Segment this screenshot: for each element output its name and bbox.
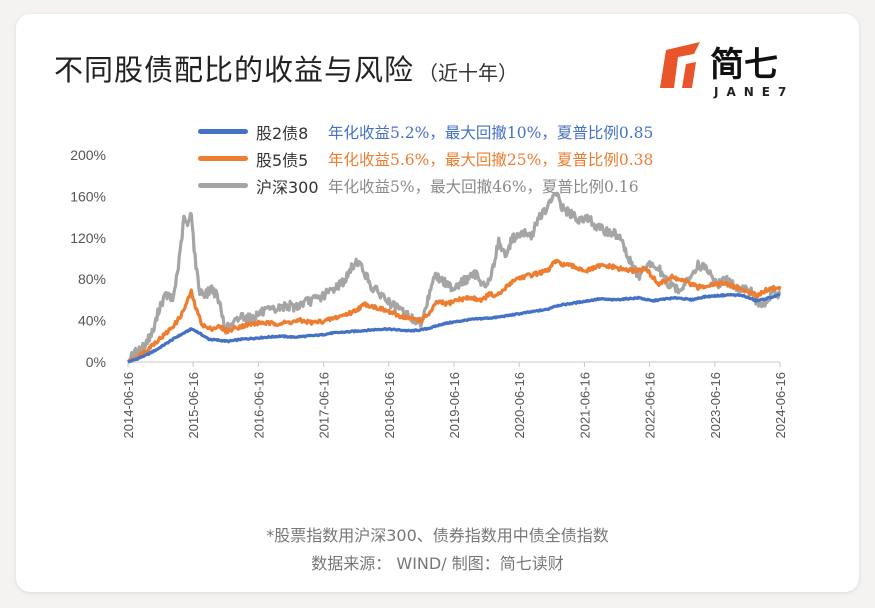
x-tick-label: 2020-06-16	[512, 372, 527, 439]
legend-label-3: 沪深300	[256, 177, 319, 197]
series-line-1	[127, 292, 781, 364]
logo-text: 简七	[710, 45, 778, 85]
x-tick-label: 2017-06-16	[317, 372, 332, 439]
x-axis: 2014-06-16 2015-06-16 2016-06-16 2017-06-16…	[121, 362, 788, 439]
chart-title: 不同股债配比的收益与风险 （近十年）	[54, 47, 518, 89]
legend-stats-1: 年化收益5.2%，最大回撤10%，夏普比例0.85	[328, 123, 654, 142]
series-line-2	[127, 258, 782, 364]
x-tick-label: 2019-06-16	[447, 372, 462, 439]
title-text: 不同股债配比的收益与风险	[54, 53, 415, 87]
x-tick-label: 2024-06-16	[773, 372, 788, 439]
footnote-data-source: 数据来源： WIND/ 制图：简七读财	[311, 554, 564, 573]
x-tick-label: 2015-06-16	[186, 372, 201, 439]
x-tick-label: 2021-06-16	[577, 372, 592, 439]
chart-legend: 股2债8 年化收益5.2%，最大回撤10%，夏普比例0.85 股5债5 年化收益…	[198, 118, 653, 199]
legend-swatch-1	[198, 129, 248, 134]
title-subtitle: （近十年）	[418, 61, 519, 85]
legend-swatch-2	[198, 156, 248, 161]
legend-stats-3: 年化收益5%，最大回撤46%，夏普比例0.16	[328, 177, 639, 196]
y-tick-label: 200%	[70, 147, 106, 163]
y-tick-label: 120%	[70, 230, 106, 246]
x-tick-label: 2018-06-16	[382, 372, 397, 439]
y-tick-label: 0%	[86, 354, 106, 370]
x-tick-label: 2014-06-16	[121, 372, 136, 439]
y-tick-label: 160%	[70, 188, 106, 204]
legend-entry-3: 沪深300 年化收益5%，最大回撤46%，夏普比例0.16	[198, 172, 653, 199]
legend-label-1: 股2债8	[256, 123, 309, 143]
brand-logo: 简七 JANE7	[660, 42, 794, 99]
legend-label-2: 股5债5	[256, 150, 309, 170]
legend-entry-2: 股5债5 年化收益5.6%，最大回撤25%，夏普比例0.38	[198, 145, 653, 172]
x-tick-label: 2022-06-16	[643, 372, 658, 439]
logo-subtext: JANE7	[713, 85, 794, 99]
logo-mark-bar-icon	[682, 62, 696, 88]
y-axis: 0% 40% 80% 120% 160% 200%	[70, 147, 780, 370]
legend-swatch-3	[198, 183, 248, 188]
series-line-3	[126, 191, 782, 363]
line-chart: 0% 40% 80% 120% 160% 200% 2014-06-16 2015-06-1…	[70, 147, 788, 439]
legend-stats-2: 年化收益5.6%，最大回撤25%，夏普比例0.38	[328, 150, 654, 169]
logo-mark-icon	[660, 42, 700, 88]
y-tick-label: 80%	[78, 271, 106, 287]
y-tick-label: 40%	[78, 313, 106, 329]
x-tick-label: 2016-06-16	[251, 372, 266, 439]
plot-area	[126, 191, 782, 364]
footnote-source-note: *股票指数用沪深300、债券指数用中债全债指数	[266, 526, 609, 545]
legend-entry-1: 股2债8 年化收益5.2%，最大回撤10%，夏普比例0.85	[198, 118, 653, 145]
x-tick-label: 2023-06-16	[708, 372, 723, 439]
